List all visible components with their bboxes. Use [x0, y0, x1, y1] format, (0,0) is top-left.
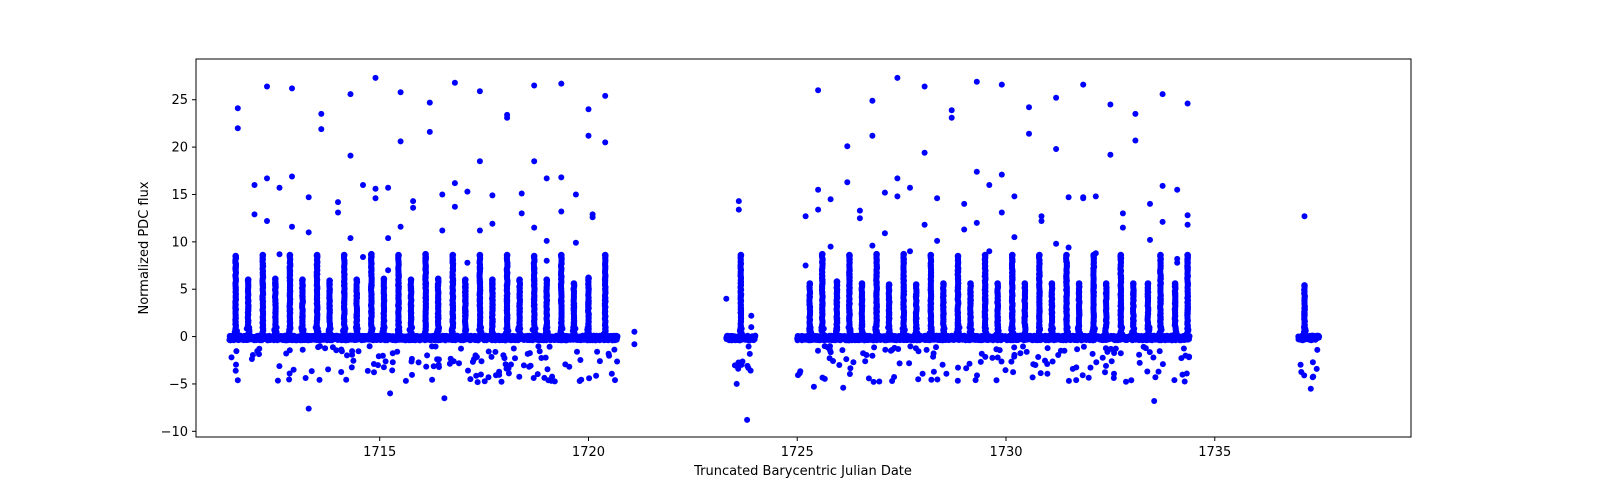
x-tick-label: 1715: [363, 445, 396, 460]
x-tick-label: 1725: [781, 445, 814, 460]
scatter-points: [226, 74, 1323, 423]
y-tick-label: 15: [171, 188, 188, 203]
x-tick-label: 1730: [989, 445, 1022, 460]
y-axis-label: Normalized PDC flux: [137, 181, 152, 314]
y-axis-ticks: −10 −5 0 5 10 15 20 25: [161, 93, 196, 440]
axes-frame: [195, 58, 1412, 438]
y-tick-label: −10: [161, 425, 188, 440]
y-tick-label: 20: [171, 141, 188, 156]
y-tick-label: −5: [169, 377, 188, 392]
y-tick-label: 0: [180, 330, 188, 345]
x-tick-label: 1720: [572, 445, 605, 460]
plot-area: [226, 74, 1323, 423]
x-axis-ticks: 1715 1720 1725 1730 1735: [363, 437, 1231, 460]
y-tick-label: 25: [171, 93, 188, 108]
y-tick-label: 10: [171, 235, 188, 250]
x-axis-label: Truncated Barycentric Julian Date: [693, 464, 912, 479]
x-tick-label: 1735: [1198, 445, 1231, 460]
y-tick-label: 5: [180, 283, 188, 298]
